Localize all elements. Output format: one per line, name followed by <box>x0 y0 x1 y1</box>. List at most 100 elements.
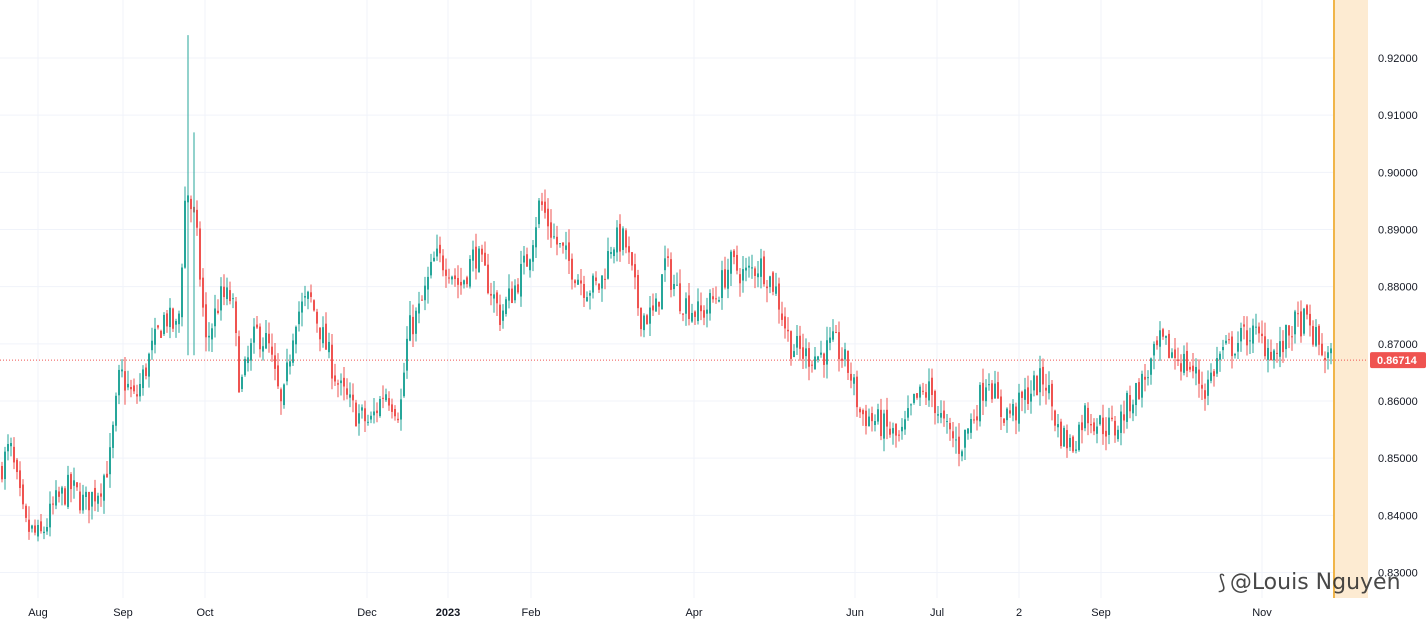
candle-body <box>922 390 924 392</box>
candle-body <box>181 267 183 318</box>
candle-body <box>976 416 978 421</box>
candle-body <box>688 295 690 320</box>
candle-body <box>1 465 3 480</box>
candle-body <box>805 348 807 357</box>
x-tick-label: Aug <box>28 607 48 619</box>
candle-body <box>1252 325 1254 344</box>
candle-body <box>550 222 552 238</box>
candle-body <box>538 200 540 225</box>
candle-body <box>421 299 423 301</box>
candle-body <box>415 310 417 334</box>
candle-body <box>1000 396 1002 417</box>
candle-body <box>529 259 531 271</box>
candle-body <box>313 300 315 311</box>
candle-body <box>784 316 786 329</box>
candle-body <box>535 227 537 248</box>
candle-body <box>1291 336 1293 338</box>
candle-body <box>1024 389 1026 400</box>
candle-body <box>1180 363 1182 372</box>
candle-body <box>343 377 345 387</box>
candle-body <box>1207 379 1209 396</box>
candle-body <box>889 428 891 435</box>
candle-body <box>973 419 975 421</box>
candle-body <box>1225 340 1227 344</box>
candle-body <box>1033 375 1035 391</box>
candle-body <box>352 394 354 401</box>
candle-body <box>196 209 198 228</box>
candle-body <box>406 338 408 371</box>
candle-body <box>904 419 906 430</box>
candle-body <box>1213 371 1215 377</box>
candle-body <box>82 494 84 511</box>
candle-body <box>1306 305 1308 315</box>
candle-body <box>532 245 534 262</box>
candle-body <box>775 286 777 294</box>
candle-body <box>796 336 798 348</box>
candle-body <box>397 418 399 421</box>
candle-body <box>232 298 234 300</box>
candle-body <box>829 337 831 343</box>
x-tick-label: Nov <box>1252 607 1272 619</box>
candle-body <box>1027 387 1029 404</box>
grid-lines <box>0 0 1368 598</box>
candle-body <box>541 201 543 205</box>
candle-body <box>1168 333 1170 358</box>
candle-body <box>1105 430 1107 437</box>
candle-body <box>742 269 744 281</box>
candle-body <box>808 348 810 367</box>
candle-body <box>1285 324 1287 350</box>
candle-body <box>1297 313 1299 315</box>
x-tick-label: Sep <box>113 607 133 619</box>
candle-body <box>91 491 93 507</box>
candle-body <box>487 264 489 294</box>
candle-body <box>436 248 438 257</box>
y-tick-label: 0.91000 <box>1378 110 1418 122</box>
candle-body <box>841 358 843 361</box>
candle-body <box>1312 326 1314 345</box>
candle-body <box>211 328 213 340</box>
candle-body <box>163 314 165 335</box>
candle-body <box>676 284 678 286</box>
candle-body <box>949 422 951 430</box>
x-tick-label: Jun <box>846 607 864 619</box>
candle-body <box>1150 358 1152 375</box>
candle-body <box>226 287 228 300</box>
candle-body <box>1216 358 1218 374</box>
candle-body <box>241 376 243 389</box>
candle-body <box>919 386 921 398</box>
candle-body <box>475 246 477 269</box>
candle-body <box>955 439 957 441</box>
price-axis[interactable]: 0.83000 0.84000 0.85000 0.86000 0.87000 0.880… <box>1378 53 1418 580</box>
candle-body <box>1219 353 1221 360</box>
candle-body <box>304 296 306 298</box>
candle-body <box>1111 417 1113 420</box>
candle-body <box>61 487 63 494</box>
candle-body <box>19 470 21 488</box>
time-axis[interactable]: Aug Sep Oct Dec 2023 Feb Apr Jun Jul 2 Sep Nov <box>28 607 1272 619</box>
candle-body <box>34 525 36 533</box>
candle-body <box>925 392 927 398</box>
candle-body <box>1090 423 1092 426</box>
candle-body <box>1171 352 1173 358</box>
candle-body <box>508 288 510 301</box>
candle-body <box>88 491 90 511</box>
candle-body <box>58 491 60 497</box>
candle-body <box>712 296 714 300</box>
candle-body <box>979 384 981 422</box>
candle-body <box>682 313 684 315</box>
candle-body <box>172 308 174 329</box>
candle-body <box>730 251 732 274</box>
candle-body <box>859 408 861 413</box>
candle-body <box>1045 387 1047 391</box>
candle-body <box>265 332 267 349</box>
candle-body <box>895 423 897 436</box>
candle-body <box>388 398 390 406</box>
candle-body <box>757 273 759 278</box>
candle-body <box>802 347 804 359</box>
candle-body <box>157 325 159 328</box>
candle-body <box>334 375 336 382</box>
candle-body <box>772 272 774 292</box>
candle-body <box>523 255 525 263</box>
candle-body <box>205 304 207 338</box>
